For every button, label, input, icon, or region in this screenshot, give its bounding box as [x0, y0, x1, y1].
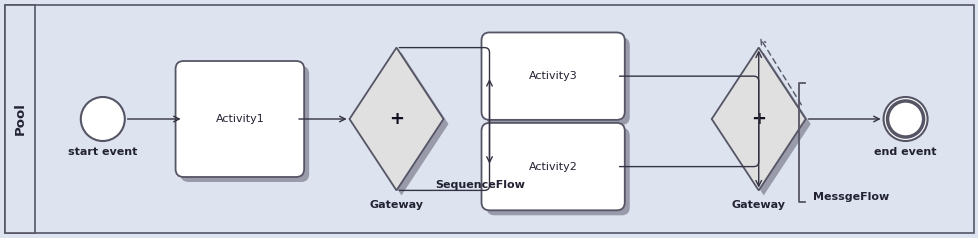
Text: Gateway: Gateway — [731, 200, 785, 210]
Polygon shape — [354, 53, 448, 195]
Text: MessgeFlow: MessgeFlow — [812, 192, 888, 202]
FancyBboxPatch shape — [5, 5, 973, 233]
Text: Activity2: Activity2 — [528, 162, 577, 172]
Text: end event: end event — [873, 147, 936, 157]
Polygon shape — [716, 53, 810, 195]
FancyBboxPatch shape — [486, 128, 629, 215]
Polygon shape — [711, 48, 805, 190]
Text: Activity1: Activity1 — [215, 114, 264, 124]
Bar — [5, 5, 35, 233]
Text: start event: start event — [68, 147, 137, 157]
FancyBboxPatch shape — [180, 66, 309, 182]
Text: Pool: Pool — [14, 103, 26, 135]
Polygon shape — [349, 48, 443, 190]
Text: +: + — [750, 110, 766, 128]
Text: SequenceFlow: SequenceFlow — [435, 180, 525, 190]
Circle shape — [883, 97, 926, 141]
FancyBboxPatch shape — [481, 123, 624, 210]
Text: Gateway: Gateway — [369, 200, 423, 210]
FancyBboxPatch shape — [481, 32, 624, 120]
FancyBboxPatch shape — [175, 61, 304, 177]
Circle shape — [81, 97, 124, 141]
Text: +: + — [388, 110, 404, 128]
Text: Activity3: Activity3 — [528, 71, 577, 81]
FancyBboxPatch shape — [486, 37, 629, 125]
